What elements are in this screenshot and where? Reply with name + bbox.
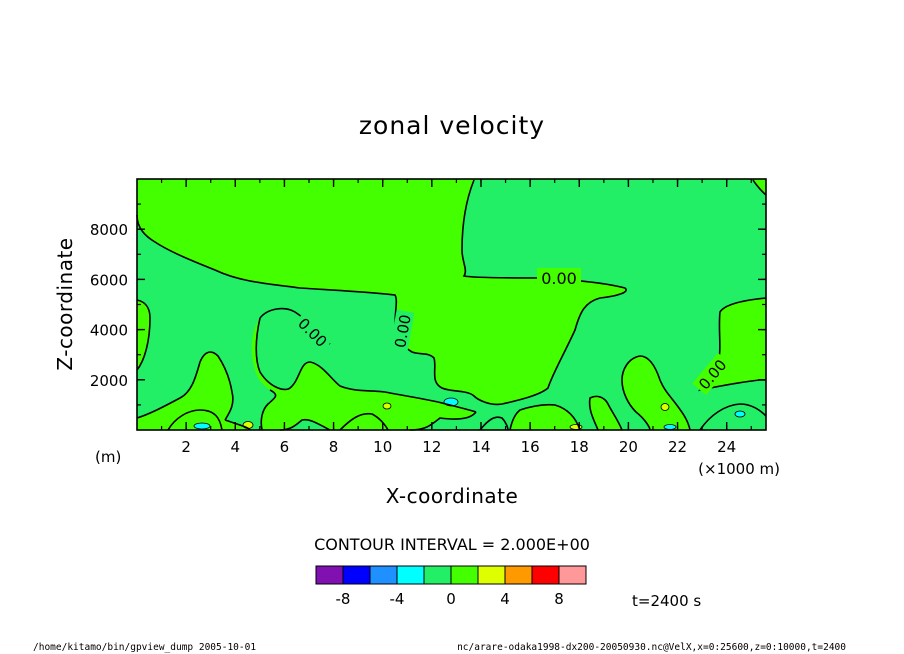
y-tick-label: 6000 xyxy=(90,271,128,289)
colorbar-tick-label: -4 xyxy=(390,590,405,608)
colorbar-tick-label: -8 xyxy=(336,590,351,608)
region-positive-lower-right2 xyxy=(589,396,622,430)
region-positive-center xyxy=(251,318,476,430)
colorbar-segment xyxy=(342,565,371,585)
contour-interval-label: CONTOUR INTERVAL = 2.000E+00 xyxy=(314,535,590,554)
contour-line-topright xyxy=(752,179,767,196)
colorbar-tick-label: 8 xyxy=(554,590,564,608)
tick-marks xyxy=(137,179,766,430)
x-tick-label: 12 xyxy=(422,438,441,456)
footer-right: nc/arare-odaka1998-dx200-20050930.nc@Vel… xyxy=(457,642,846,653)
contour-line-bottom-center2 xyxy=(409,411,477,431)
contour-line-right-lower xyxy=(621,355,651,431)
contour-line-bottom-mid xyxy=(479,416,509,431)
y-axis-unit: (m) xyxy=(95,448,121,466)
colorbar-segment xyxy=(477,565,506,585)
colorbar-tick-label: 4 xyxy=(500,590,510,608)
colorbar-segment xyxy=(450,565,479,585)
contour-line-right-lower2 xyxy=(639,355,691,431)
x-tick-label: 4 xyxy=(231,438,241,456)
footer-left: /home/kitamo/bin/gpview_dump 2005-10-01 xyxy=(33,642,256,653)
colorbar-segment xyxy=(504,565,533,585)
colorbar-segment xyxy=(558,565,587,585)
contour-line-bottom-mid2 xyxy=(339,412,389,431)
region-positive-upper xyxy=(137,179,766,405)
contour-line-right-bottom xyxy=(699,403,767,431)
x-tick-label: 2 xyxy=(181,438,191,456)
colorbar-segment xyxy=(315,565,344,585)
contour-label-text: 0.00 xyxy=(541,269,577,288)
x-tick-label: 20 xyxy=(619,438,638,456)
y-axis-label: Z-coordinate xyxy=(53,237,77,370)
contour-line-bottomleft-small xyxy=(167,409,223,431)
contour-label-text: 0.00 xyxy=(391,313,415,349)
contour-line-lowerright xyxy=(588,395,623,431)
contour-line-center xyxy=(255,317,477,413)
y-tick-label: 2000 xyxy=(90,372,128,390)
contour-line-lowercenter xyxy=(509,403,581,431)
patch-cyan-3 xyxy=(663,424,677,430)
y-tick-label: 8000 xyxy=(90,221,128,239)
x-tick-label: 16 xyxy=(521,438,540,456)
y-tick-labels: 2000 4000 6000 8000 xyxy=(90,221,128,390)
time-label: t=2400 s xyxy=(632,592,701,610)
colorbar-segment xyxy=(423,565,452,585)
x-tick-label: 24 xyxy=(717,438,736,456)
plot-area: 0.00 0.00 0.00 0.00 xyxy=(136,178,767,431)
colorbar-segment xyxy=(369,565,398,585)
patch-cyan-4 xyxy=(734,410,746,418)
region-positive-left xyxy=(137,300,150,370)
x-tick-label: 8 xyxy=(329,438,339,456)
x-tick-label: 10 xyxy=(373,438,392,456)
y-tick-label: 4000 xyxy=(90,322,128,340)
colorbar-tick-label: 0 xyxy=(446,590,456,608)
contour-line-bottom-left xyxy=(260,389,277,431)
patch-yellow-2 xyxy=(382,402,392,410)
x-tick-label: 6 xyxy=(280,438,290,456)
x-tick-label: 18 xyxy=(570,438,589,456)
contour-label-3: 0.00 xyxy=(389,309,415,353)
x-axis-unit: (×1000 m) xyxy=(698,460,780,478)
region-positive-lower-center xyxy=(510,404,580,430)
colorbar xyxy=(315,565,587,585)
x-tick-labels: 2 4 6 8 10 12 14 16 18 20 22 24 xyxy=(181,438,736,456)
colorbar-segment xyxy=(396,565,425,585)
chart-title: zonal velocity xyxy=(359,111,545,140)
contour-line-left xyxy=(136,299,151,371)
colorbar-tick-labels: -8 -4 0 4 8 xyxy=(336,590,564,608)
colorbar-segment xyxy=(531,565,560,585)
contour-label-1: 0.00 xyxy=(537,268,581,288)
patch-yellow-3 xyxy=(660,403,670,411)
zero-contours xyxy=(136,179,767,431)
contour-line-bottom-center xyxy=(279,418,331,431)
region-positive-right-lower xyxy=(622,356,690,430)
region-positive-lower-left xyxy=(137,352,250,430)
x-tick-label: 22 xyxy=(668,438,687,456)
contour-line-lowerleft xyxy=(136,351,234,421)
x-tick-label: 14 xyxy=(471,438,490,456)
patch-cyan-1 xyxy=(193,422,211,430)
x-axis-label: X-coordinate xyxy=(386,484,519,508)
